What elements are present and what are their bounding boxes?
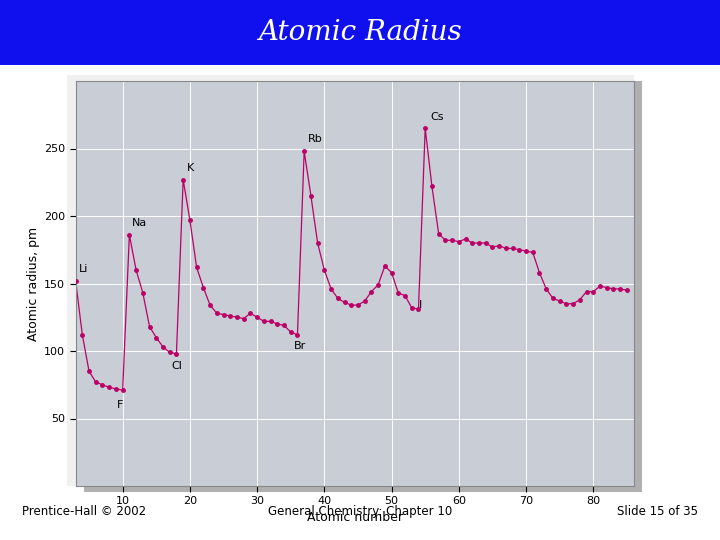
Bar — [67, 81, 76, 486]
Text: Br: Br — [294, 341, 306, 351]
Text: General Chemistry: Chapter 10: General Chemistry: Chapter 10 — [268, 505, 452, 518]
Bar — [67, 75, 634, 81]
Text: Atomic Radius: Atomic Radius — [258, 19, 462, 46]
Text: Rb: Rb — [307, 134, 323, 144]
Text: Li: Li — [79, 264, 89, 274]
Text: Prentice-Hall © 2002: Prentice-Hall © 2002 — [22, 505, 145, 518]
Bar — [634, 81, 642, 492]
Text: Cs: Cs — [431, 111, 444, 122]
Text: Na: Na — [131, 218, 147, 228]
Text: Cl: Cl — [171, 361, 182, 372]
Text: Slide 15 of 35: Slide 15 of 35 — [618, 505, 698, 518]
Bar — [84, 486, 642, 492]
Text: K: K — [186, 163, 194, 173]
Y-axis label: Atomic radius, pm: Atomic radius, pm — [27, 226, 40, 341]
X-axis label: Atomic number: Atomic number — [307, 511, 402, 524]
Text: I: I — [418, 300, 422, 310]
Text: F: F — [117, 400, 124, 410]
